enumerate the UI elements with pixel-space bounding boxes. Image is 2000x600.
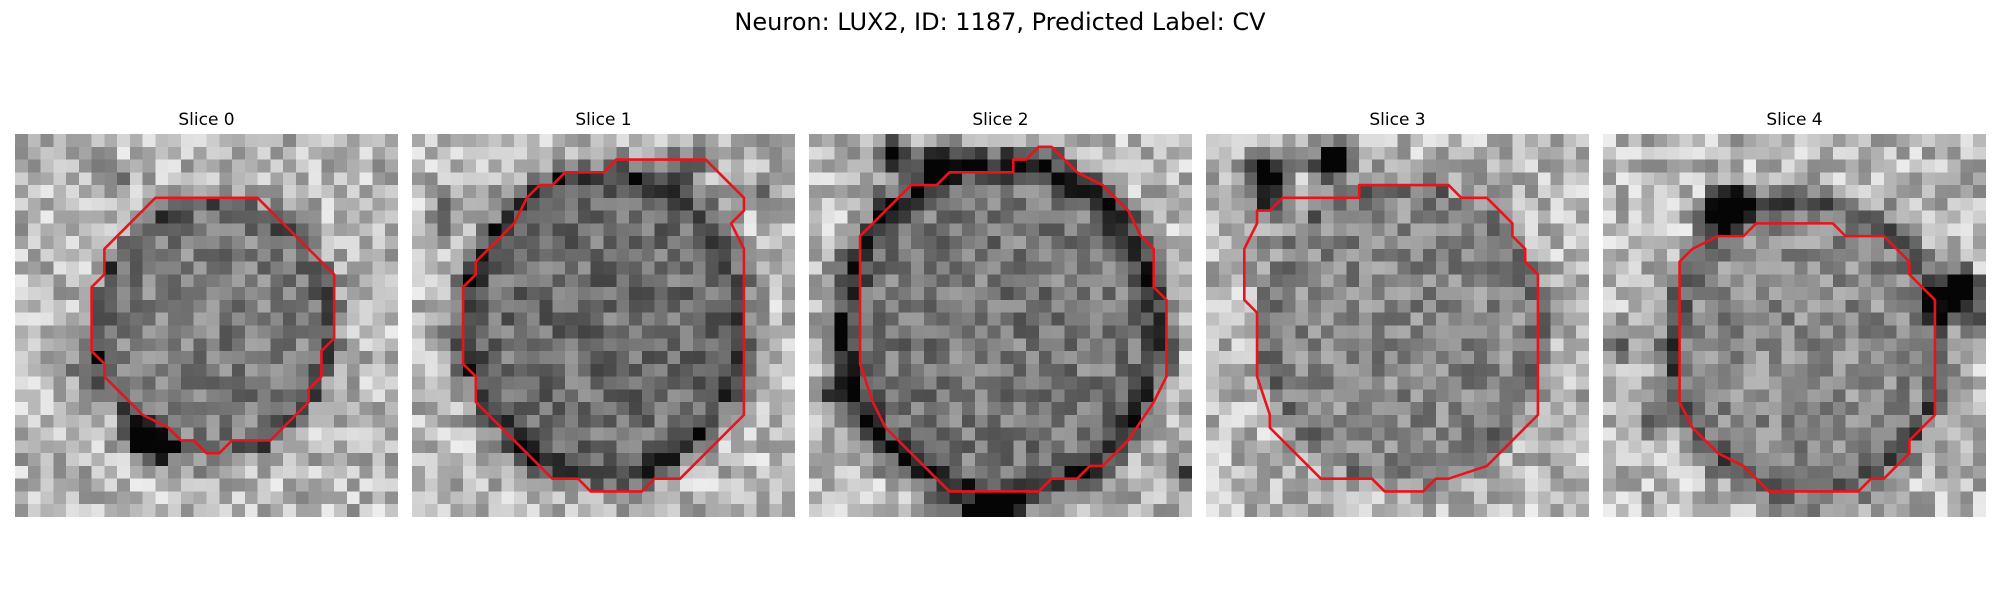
slice-image-1 bbox=[412, 134, 795, 517]
slice-title: Slice 3 bbox=[1369, 110, 1426, 130]
grayscale-pixels bbox=[1603, 134, 1986, 517]
slice-title: Slice 4 bbox=[1766, 110, 1823, 130]
segmentation-outline bbox=[463, 160, 744, 492]
slice-panel-2: Slice 2 bbox=[809, 110, 1192, 517]
grayscale-pixels bbox=[1206, 134, 1589, 517]
slice-panel-1: Slice 1 bbox=[412, 110, 795, 517]
slice-image-2 bbox=[809, 134, 1192, 517]
slice-image-0 bbox=[15, 134, 398, 517]
slice-panel-0: Slice 0 bbox=[15, 110, 398, 517]
slice-image-4 bbox=[1603, 134, 1986, 517]
grayscale-pixels bbox=[15, 134, 398, 517]
grayscale-pixels bbox=[412, 134, 795, 517]
segmentation-outline bbox=[1244, 185, 1538, 491]
slice-image-3 bbox=[1206, 134, 1589, 517]
slice-title: Slice 2 bbox=[972, 110, 1029, 130]
slice-title: Slice 0 bbox=[178, 110, 235, 130]
figure-title: Neuron: LUX2, ID: 1187, Predicted Label:… bbox=[734, 8, 1266, 36]
slice-panel-3: Slice 3 bbox=[1206, 110, 1589, 517]
segmentation-outline bbox=[860, 147, 1166, 492]
grayscale-pixels bbox=[809, 134, 1192, 517]
segmentation-outline bbox=[92, 198, 335, 453]
slice-panel-4: Slice 4 bbox=[1603, 110, 1986, 517]
slice-title: Slice 1 bbox=[575, 110, 632, 130]
segmentation-outline bbox=[1680, 223, 1935, 491]
